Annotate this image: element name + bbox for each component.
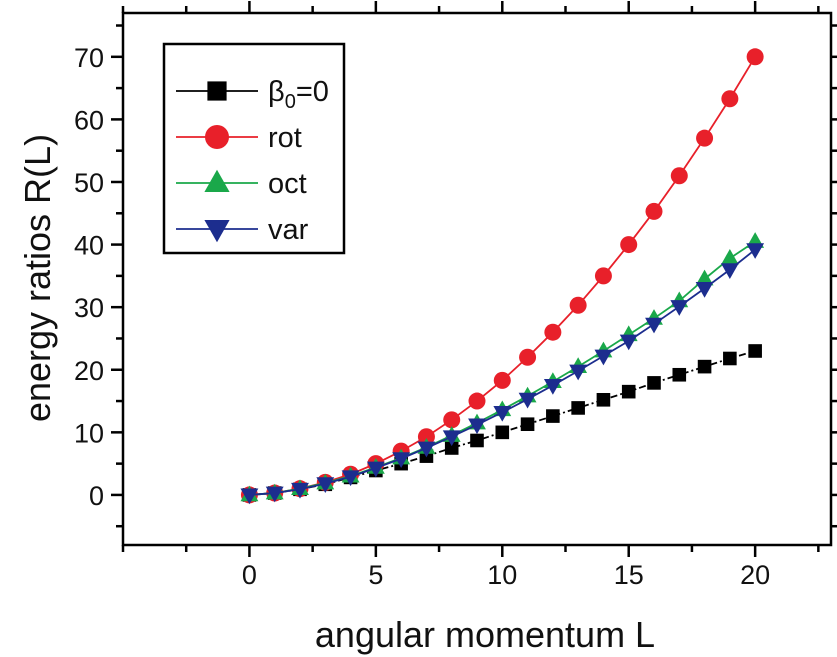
data-point	[442, 430, 461, 447]
data-point	[546, 409, 560, 423]
data-point	[696, 129, 714, 147]
legend-entry: β0=0	[176, 76, 329, 113]
data-point	[645, 202, 663, 220]
data-point	[569, 296, 587, 314]
data-point	[720, 263, 739, 279]
data-point	[746, 243, 765, 259]
y-tick-label: 0	[89, 481, 104, 511]
data-point	[417, 428, 435, 446]
data-point	[392, 452, 411, 468]
legend-box	[162, 42, 346, 255]
legend-entry: var	[176, 214, 309, 246]
data-point	[518, 392, 537, 409]
x-tick-label: 20	[740, 560, 770, 590]
legend-marker	[205, 125, 229, 149]
data-point	[493, 371, 511, 389]
data-point	[746, 48, 764, 66]
legend-label: β0=0	[268, 76, 329, 113]
data-point	[495, 425, 510, 440]
data-point	[619, 334, 638, 351]
legend-marker	[204, 169, 230, 192]
data-point	[571, 401, 585, 415]
legend: β0=0 rot oct var	[162, 42, 346, 255]
data-point	[594, 349, 613, 366]
x-tick-label: 15	[614, 560, 644, 590]
data-point	[316, 477, 335, 494]
y-tick-label: 20	[74, 356, 104, 386]
legend-label: rot	[268, 122, 302, 154]
y-tick-label: 50	[74, 168, 104, 198]
y-tick-label: 40	[74, 231, 104, 261]
data-point	[291, 482, 309, 499]
data-point	[645, 317, 663, 334]
x-tick-label: 10	[487, 560, 517, 590]
data-point	[670, 167, 688, 185]
legend-marker	[207, 81, 227, 101]
data-point	[695, 269, 714, 286]
data-point	[444, 441, 459, 455]
legend-label: var	[268, 214, 309, 246]
x-axis-title: angular momentum L	[315, 614, 655, 655]
series-2	[240, 232, 765, 502]
y-tick-label: 30	[74, 293, 104, 323]
series-3	[240, 243, 765, 505]
legend-marker	[204, 220, 230, 243]
data-point	[468, 418, 486, 435]
data-point	[621, 384, 636, 399]
data-point	[341, 470, 360, 487]
data-point	[240, 488, 259, 505]
data-point	[468, 392, 486, 410]
x-tick-label: 5	[368, 560, 383, 590]
legend-entry: rot	[176, 122, 302, 154]
data-point	[569, 364, 588, 381]
data-point	[594, 267, 612, 285]
data-point	[544, 323, 562, 341]
data-point	[596, 392, 611, 407]
data-point	[723, 351, 737, 366]
data-point	[543, 379, 562, 395]
data-point	[470, 433, 484, 448]
y-tick-label: 60	[74, 105, 104, 135]
data-point	[670, 300, 689, 316]
data-point	[748, 344, 762, 358]
data-point	[647, 376, 661, 390]
data-point	[443, 411, 461, 429]
data-point	[265, 486, 284, 503]
legend-label: oct	[268, 168, 307, 200]
plot-frame	[121, 11, 833, 547]
data-point	[672, 367, 687, 382]
legend-entry: oct	[176, 168, 307, 200]
axes: 0 5 10 15 20 0 10 20 30 40 50 60 70	[74, 1, 837, 590]
data-point	[695, 282, 714, 298]
data-point	[721, 90, 739, 108]
x-tick-label: 0	[242, 560, 257, 590]
y-axis-title: energy ratios R(L)	[17, 134, 58, 422]
plot-area	[240, 48, 765, 505]
y-tick-label: 70	[74, 43, 104, 73]
data-point	[720, 248, 739, 265]
data-point	[366, 461, 385, 478]
data-point	[520, 417, 535, 432]
y-tick-label: 10	[74, 418, 104, 448]
data-point	[417, 441, 436, 458]
data-point	[697, 359, 712, 374]
data-point	[519, 348, 537, 366]
data-point	[493, 405, 512, 422]
data-point	[620, 236, 638, 254]
